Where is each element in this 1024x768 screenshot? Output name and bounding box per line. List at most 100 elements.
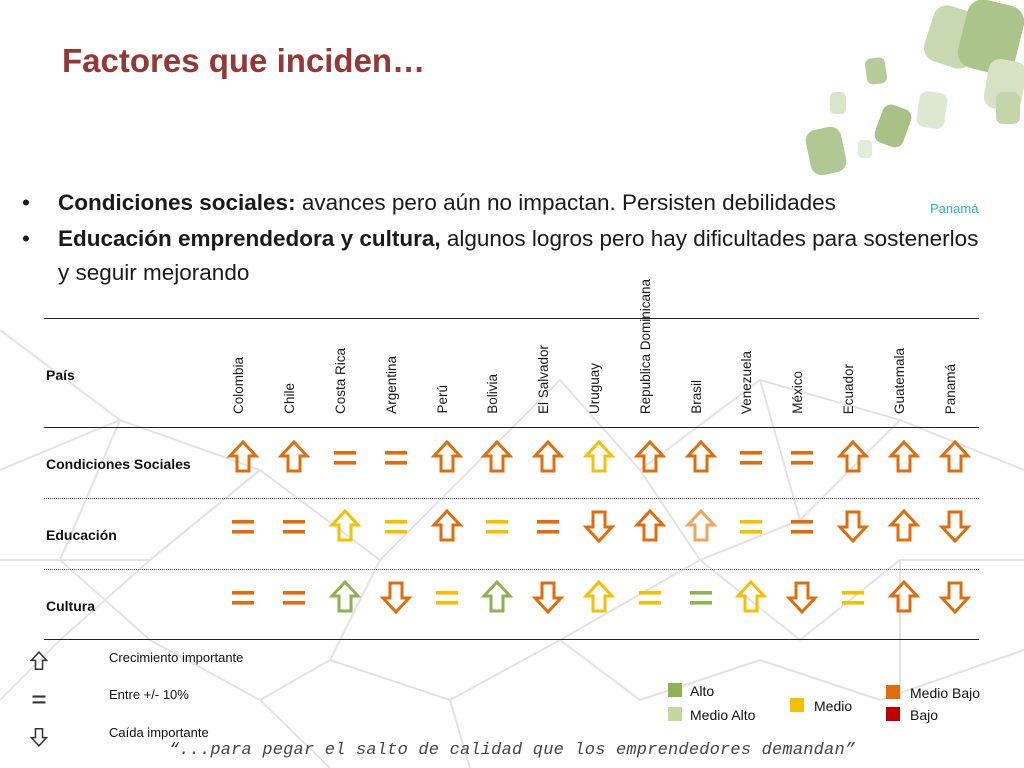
country-header: Republica Dominicana [638, 279, 663, 414]
country-name: Argentina [384, 356, 399, 414]
up-arrow-icon [836, 439, 870, 475]
country-name: Guatemala [892, 347, 907, 414]
bullet-dot-icon: • [22, 226, 30, 251]
slide-title: Factores que inciden… [62, 42, 426, 79]
row-label-condiciones: Condiciones Sociales [46, 456, 191, 472]
level-label-medio: Medio [814, 698, 853, 714]
up-arrow-icon [633, 439, 667, 475]
legend-up-arrow-icon [29, 651, 49, 670]
country-name: Colombia [231, 356, 246, 414]
country-name: Republica Dominicana [638, 278, 653, 414]
country-header: Argentina [384, 322, 409, 414]
equal-sign-icon [430, 579, 464, 615]
row-label-educacion: Educación [46, 527, 117, 543]
equal-sign-icon [734, 439, 768, 475]
up-arrow-icon [684, 439, 718, 475]
country-header: Costa Rica [333, 322, 358, 414]
country-name: Bolivia [485, 374, 500, 414]
equal-sign-icon [734, 508, 768, 544]
country-name: Venezuela [739, 350, 754, 414]
legend-down-label: Caída importante [109, 725, 209, 740]
header-label-pais: País [46, 367, 75, 383]
country-name: Chile [282, 383, 297, 414]
country-header: Venezuela [739, 322, 764, 414]
bullet-list: • Condiciones sociales: avances pero aún… [22, 186, 982, 290]
equal-sign-icon [379, 439, 413, 475]
up-arrow-icon [480, 439, 514, 475]
bullet-2-bold: Educación emprendedora y cultura, [58, 226, 441, 251]
equal-sign-icon [633, 579, 667, 615]
equal-sign-icon [684, 579, 718, 615]
table-bottom-rule [44, 639, 979, 640]
closing-quote: “...para pegar el salto de calidad que l… [168, 741, 856, 760]
equal-sign-icon [480, 508, 514, 544]
down-arrow-icon [582, 508, 616, 544]
country-header: El Salvador [536, 322, 561, 414]
up-arrow-icon [480, 579, 514, 615]
up-arrow-icon [887, 579, 921, 615]
legend-down-arrow-icon [29, 727, 49, 747]
up-arrow-icon [684, 508, 718, 544]
up-arrow-icon [582, 579, 616, 615]
country-header: Brasil [689, 322, 714, 414]
row-label-cultura: Cultura [46, 598, 95, 614]
country-header: Chile [282, 322, 307, 414]
bullet-1-text: avances pero aún no impactan. Persisten … [295, 190, 836, 215]
swatch-bajo [886, 707, 900, 721]
level-label-medio-bajo: Medio Bajo [910, 685, 981, 701]
down-arrow-icon [379, 579, 413, 615]
up-arrow-icon [938, 439, 972, 475]
equal-sign-icon [785, 508, 819, 544]
up-arrow-icon [277, 439, 311, 475]
legend-up-label: Crecimiento importante [109, 650, 244, 665]
swatch-medio-bajo [886, 685, 900, 699]
table-header-rule [44, 427, 979, 428]
up-arrow-icon [430, 439, 464, 475]
country-name: Perú [435, 385, 450, 414]
bullet-2-text: algunos logros pero hay dificultades par… [58, 226, 979, 285]
equal-sign-icon [226, 579, 260, 615]
equal-sign-icon [277, 579, 311, 615]
equal-sign-icon [785, 439, 819, 475]
up-arrow-icon [734, 579, 768, 615]
overlay-country-label: Panamá [930, 201, 979, 216]
up-arrow-icon [226, 439, 260, 475]
up-arrow-icon [328, 579, 362, 615]
equal-sign-icon [226, 508, 260, 544]
up-arrow-icon [887, 439, 921, 475]
down-arrow-icon [938, 579, 972, 615]
country-header: Colombia [231, 322, 256, 414]
down-arrow-icon [836, 508, 870, 544]
level-label-bajo: Bajo [910, 707, 939, 723]
up-arrow-icon [887, 508, 921, 544]
country-name: El Salvador [536, 344, 551, 414]
country-name: Uruguay [587, 362, 602, 414]
equal-sign-icon [379, 508, 413, 544]
bullet-dot-icon: • [22, 190, 30, 215]
up-arrow-icon [582, 439, 616, 475]
equal-sign-icon [277, 508, 311, 544]
up-arrow-icon [531, 439, 565, 475]
country-header: Panamá [943, 322, 968, 414]
level-label-medio-alto: Medio Alto [690, 707, 756, 723]
down-arrow-icon [531, 579, 565, 615]
up-arrow-icon [633, 508, 667, 544]
country-header: México [790, 322, 815, 414]
country-header: Bolivia [485, 322, 510, 414]
country-name: Brasil [689, 380, 704, 414]
legend-equal-sign-icon [30, 689, 48, 707]
country-name: Costa Rica [333, 347, 348, 414]
swatch-medio [790, 698, 804, 712]
country-name: México [790, 371, 805, 414]
down-arrow-icon [938, 508, 972, 544]
country-name: Panamá [943, 363, 958, 414]
country-header: Perú [435, 322, 460, 414]
level-label-alto: Alto [690, 683, 715, 699]
bullet-condiciones: • Condiciones sociales: avances pero aún… [22, 186, 982, 220]
up-arrow-icon [328, 508, 362, 544]
equal-sign-icon [328, 439, 362, 475]
legend-eq-label: Entre +/- 10% [109, 687, 189, 702]
table-row-divider [44, 569, 979, 570]
